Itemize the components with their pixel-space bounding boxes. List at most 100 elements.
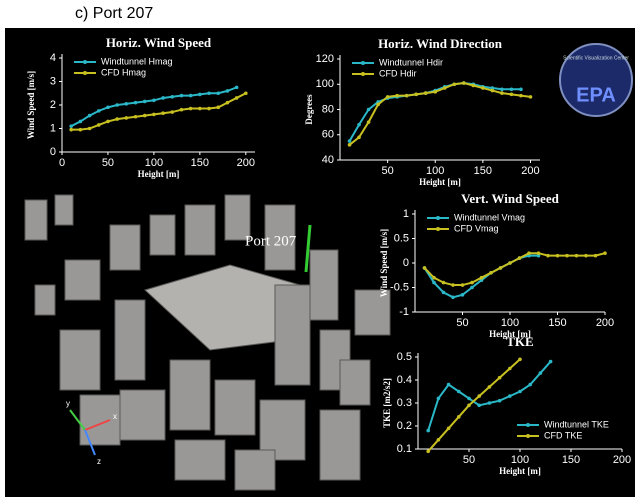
y-axis-title: TKE [m2/s2]: [382, 378, 392, 428]
x-tick-label: 50: [463, 454, 475, 466]
x-tick-label: 50: [102, 157, 114, 169]
point: [189, 107, 193, 111]
point: [498, 399, 502, 403]
y-tick-label: 0: [50, 146, 56, 158]
point: [488, 385, 492, 389]
point: [437, 438, 441, 442]
x-tick-label: 100: [145, 157, 163, 169]
y-tick-label: 0.2: [397, 420, 412, 432]
x-tick-label: 50: [381, 165, 393, 177]
legend-label: Windtunnel Hdir: [379, 57, 443, 67]
probe-label: Port 207: [245, 233, 297, 249]
legend-swatch: [361, 61, 365, 65]
chart-title: TKE: [506, 334, 533, 349]
axis-label: x: [113, 412, 117, 421]
legend-swatch: [83, 71, 87, 75]
point: [461, 293, 465, 297]
legend-label: CFD TKE: [544, 430, 582, 440]
x-tick-label: 200: [613, 454, 631, 466]
point: [198, 93, 202, 97]
x-tick-label: 150: [548, 317, 566, 329]
point: [443, 86, 447, 90]
point: [518, 256, 522, 260]
figure: c) Port 207 Port 207 y x z Scientific Vi…: [0, 0, 640, 497]
point: [549, 360, 553, 364]
point: [79, 120, 83, 124]
legend-swatch: [436, 216, 440, 220]
point: [467, 404, 471, 408]
y-tick-label: 0: [403, 257, 409, 269]
point: [97, 109, 101, 113]
point: [414, 93, 418, 97]
y-tick-label: 80: [322, 103, 334, 115]
point: [451, 283, 455, 287]
x-tick-label: 200: [237, 157, 255, 169]
legend-label: Windtunnel Hmag: [101, 56, 173, 66]
x-tick-label: 150: [562, 454, 580, 466]
point: [125, 102, 129, 106]
y-tick-label: 0.3: [397, 397, 412, 409]
point: [432, 276, 436, 280]
point: [594, 254, 598, 258]
point: [457, 415, 461, 419]
point: [556, 254, 560, 258]
point: [79, 128, 83, 132]
point: [603, 251, 607, 255]
point: [235, 96, 239, 100]
point: [565, 254, 569, 258]
x-tick-label: 150: [191, 157, 209, 169]
point: [467, 397, 471, 401]
point: [161, 96, 165, 100]
point: [491, 89, 495, 93]
point: [134, 101, 138, 105]
x-tick-label: 50: [456, 317, 468, 329]
point: [395, 94, 399, 98]
point: [481, 86, 485, 90]
x-axis-title: Height [m]: [138, 169, 180, 179]
chart-title: Horiz. Wind Direction: [378, 36, 503, 51]
point: [447, 427, 451, 431]
point: [143, 100, 147, 104]
y-tick-label: 60: [322, 129, 334, 141]
logo-ring: Scientific Visualization Center: [563, 55, 629, 61]
chart-title: Horiz. Wind Speed: [106, 35, 212, 50]
point: [537, 251, 541, 255]
point: [426, 450, 430, 454]
point: [348, 143, 352, 147]
point: [584, 254, 588, 258]
point: [88, 127, 92, 131]
point: [357, 135, 361, 139]
point: [508, 261, 512, 265]
point: [115, 117, 119, 121]
point: [432, 281, 436, 285]
point: [106, 120, 110, 124]
legend-label: Windtunnel TKE: [544, 419, 609, 429]
point: [423, 266, 427, 270]
point: [510, 93, 514, 97]
point: [539, 371, 543, 375]
point: [442, 281, 446, 285]
point: [180, 108, 184, 112]
point: [405, 94, 409, 98]
point: [235, 86, 239, 90]
y-tick-label: 100: [316, 78, 334, 90]
point: [477, 404, 481, 408]
y-tick-label: 1: [403, 208, 409, 220]
point: [477, 394, 481, 398]
legend-swatch: [361, 72, 365, 76]
point: [69, 124, 73, 128]
point: [508, 394, 512, 398]
y-tick-label: 40: [322, 154, 334, 166]
x-tick-label: 200: [596, 317, 614, 329]
y-tick-label: 0.5: [397, 351, 412, 363]
point: [498, 376, 502, 380]
y-tick-label: 0.1: [397, 443, 412, 455]
logo-name: EPA: [576, 84, 616, 106]
point: [170, 110, 174, 114]
point: [97, 123, 101, 127]
point: [386, 95, 390, 99]
y-tick-label: -0.5: [390, 281, 409, 293]
point: [207, 107, 211, 111]
x-tick-label: 150: [474, 165, 492, 177]
chart-title: Vert. Wind Speed: [461, 191, 559, 206]
